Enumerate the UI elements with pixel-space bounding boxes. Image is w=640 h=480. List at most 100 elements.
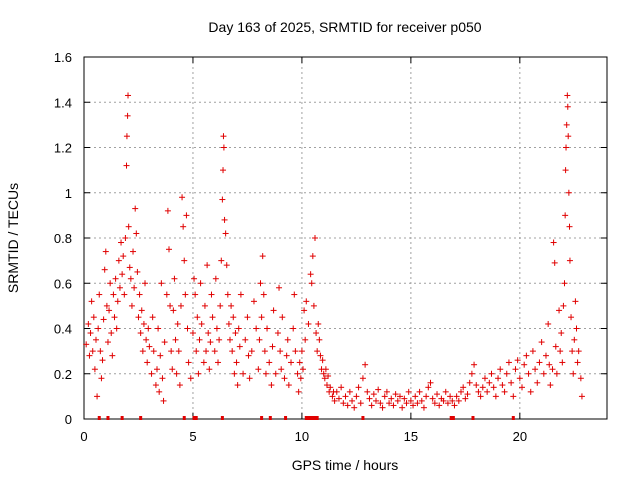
data-point [253,325,260,332]
data-point [399,404,406,411]
data-point [313,330,320,337]
data-point [235,325,242,332]
zero-marker [120,416,124,420]
data-point [220,133,227,140]
data-point [462,395,469,402]
data-point [302,336,309,343]
zero-marker [139,416,143,420]
data-point [423,393,430,400]
zero-marker [313,416,317,420]
data-point [101,266,108,273]
data-point [373,397,380,404]
data-point [381,393,388,400]
data-point [189,330,196,337]
data-point [403,400,410,407]
data-point [88,298,95,305]
data-point [488,370,495,377]
data-point [475,388,482,395]
data-point [392,391,399,398]
x-tick-label: 20 [513,429,527,444]
data-point [390,402,397,409]
data-point [527,388,534,395]
data-point [113,325,120,332]
data-point [532,366,539,373]
data-point [564,92,571,99]
data-point [370,391,377,398]
data-point [89,348,96,355]
data-point [224,291,231,298]
data-point [123,133,130,140]
data-point [135,314,142,321]
data-point [510,393,517,400]
data-point [220,167,227,174]
data-point [288,359,295,366]
zero-marker [451,416,455,420]
data-point [168,348,175,355]
data-point [570,370,577,377]
data-point [562,212,569,219]
data-point [122,235,129,241]
data-point [207,339,214,346]
data-point [362,361,369,368]
data-point [268,382,275,389]
data-point [98,375,105,382]
data-point [99,357,106,364]
data-point [229,348,236,355]
zero-marker [182,416,186,420]
data-point [427,379,434,386]
data-point [149,314,156,321]
data-point [215,359,222,366]
data-point [538,339,545,346]
data-point [298,348,305,355]
data-point [140,320,147,327]
data-point [187,375,194,382]
data-point [203,348,210,355]
data-point [201,302,208,309]
data-point [549,366,556,373]
data-point [564,103,571,110]
data-point [440,397,447,404]
data-point [277,348,284,355]
data-point [464,391,471,398]
data-point [442,388,449,395]
x-tick-label: 5 [189,429,196,444]
data-point [183,212,190,219]
data-point [349,397,356,404]
data-point [451,402,458,409]
data-point [377,400,384,407]
data-point [221,216,228,223]
data-point [295,388,302,395]
data-point [110,291,117,298]
data-point [204,262,211,269]
data-point [177,302,184,309]
data-point [565,189,572,196]
data-point [449,397,456,404]
data-point [200,359,207,366]
data-point [219,196,226,203]
data-point [557,348,564,355]
data-point [338,384,345,391]
zero-marker [260,416,264,420]
data-point [305,320,312,327]
data-point [159,375,166,382]
x-tick-label: 15 [404,429,418,444]
data-point [431,400,438,407]
data-point [466,379,473,386]
data-point [320,370,327,377]
data-point [577,375,584,382]
y-tick-label: 0.4 [54,322,72,337]
zero-marker [284,416,288,420]
data-point [156,388,163,395]
x-tick-label: 10 [295,429,309,444]
data-point [121,291,128,298]
data-point [556,307,563,314]
data-point [246,375,253,382]
chart-title: Day 163 of 2025, SRMTID for receiver p05… [208,19,481,35]
data-point [309,253,316,260]
data-point [551,259,558,266]
data-point [561,280,568,287]
data-point [425,384,432,391]
data-point [132,205,139,212]
data-point [173,370,180,377]
